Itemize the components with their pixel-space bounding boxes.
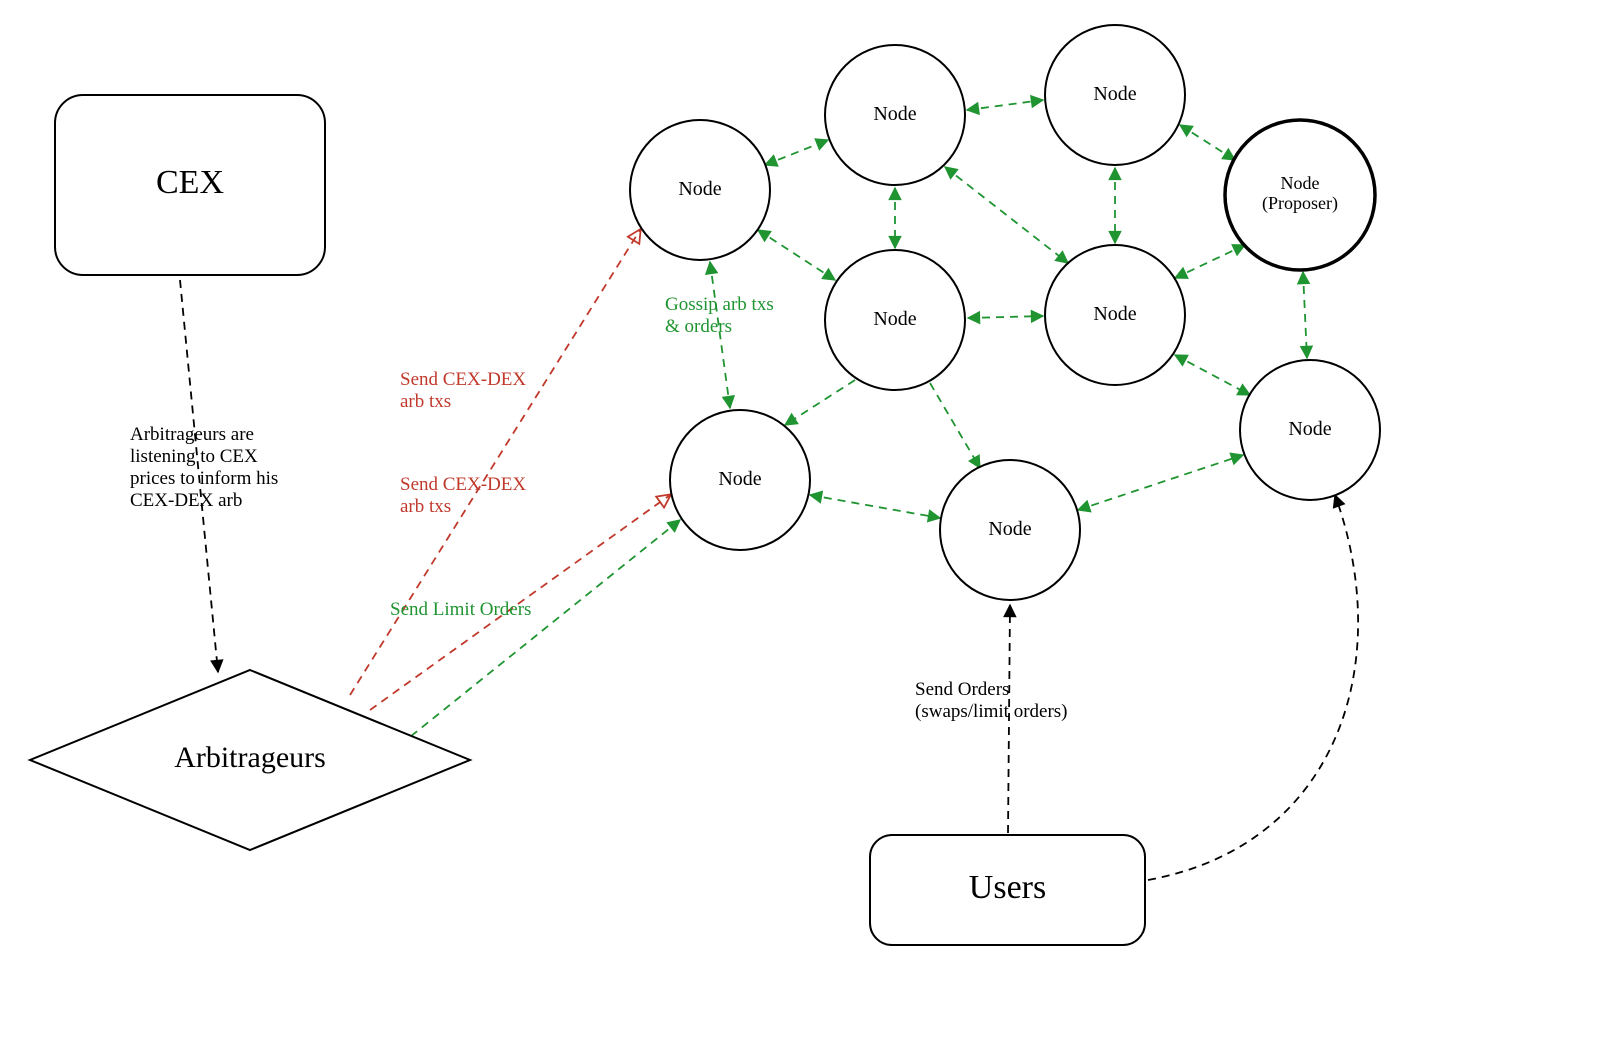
edge-n3-proposer bbox=[1180, 125, 1235, 160]
edge-n1-n2 bbox=[765, 140, 828, 165]
node-label-n6: Node bbox=[1288, 418, 1331, 440]
edge-n7-n8 bbox=[810, 495, 940, 518]
node-n7: Node bbox=[670, 410, 810, 550]
node-n5: Node bbox=[1045, 245, 1185, 385]
node-label-arbitrageurs: Arbitrageurs bbox=[174, 741, 326, 774]
node-n1: Node bbox=[630, 120, 770, 260]
node-label-n5: Node bbox=[1093, 303, 1136, 325]
edge-label-arb-n1: Send CEX-DEXarb txs bbox=[400, 369, 526, 412]
node-label-users: Users bbox=[969, 869, 1046, 906]
node-label-n8: Node bbox=[988, 518, 1031, 540]
edge-n5-n6 bbox=[1175, 355, 1250, 395]
edge-proposer-n5 bbox=[1175, 245, 1245, 278]
edge-n4-n7 bbox=[785, 380, 855, 425]
node-label-n4: Node bbox=[873, 308, 916, 330]
node-arbitrageurs: Arbitrageurs bbox=[30, 670, 470, 850]
node-label-n1: Node bbox=[678, 178, 721, 200]
edge-users-n6 bbox=[1148, 495, 1358, 880]
node-label-n7: Node bbox=[718, 468, 761, 490]
node-label-cex: CEX bbox=[156, 164, 224, 201]
edge-n2-n5 bbox=[945, 167, 1068, 263]
node-n4: Node bbox=[825, 250, 965, 390]
edge-label-arb-n7: Send CEX-DEXarb txs bbox=[400, 474, 526, 517]
node-users: Users bbox=[870, 835, 1145, 945]
edge-arb-n1 bbox=[350, 230, 640, 695]
node-n8: Node bbox=[940, 460, 1080, 600]
edge-arb-limit bbox=[400, 520, 680, 745]
node-label-n2: Node bbox=[873, 103, 916, 125]
edge-n8-n6 bbox=[1078, 455, 1243, 510]
edge-n2-n3 bbox=[967, 100, 1043, 110]
edge-label-users-n8: Send Orders(swaps/limit orders) bbox=[915, 679, 1068, 722]
edge-proposer-n6 bbox=[1303, 272, 1307, 358]
node-n6: Node bbox=[1240, 360, 1380, 500]
edge-label-cex-arb: Arbitrageurs arelistening to CEXprices t… bbox=[130, 424, 278, 511]
node-n3: Node bbox=[1045, 25, 1185, 165]
edge-n4-n8 bbox=[930, 383, 980, 468]
edge-label-gossip-label: Gossip arb txs& orders bbox=[665, 294, 774, 337]
node-label-n3: Node bbox=[1093, 83, 1136, 105]
diagram-canvas: CEX Arbitrageurs Users Node Node Node Node(Pro… bbox=[0, 0, 1600, 1048]
edge-label-arb-limit: Send Limit Orders bbox=[390, 599, 531, 620]
node-cex: CEX bbox=[55, 95, 325, 275]
edge-n1-n4 bbox=[758, 230, 835, 280]
node-proposer: Node(Proposer) bbox=[1225, 120, 1375, 270]
node-n2: Node bbox=[825, 45, 965, 185]
edge-n4-n5 bbox=[968, 316, 1043, 318]
